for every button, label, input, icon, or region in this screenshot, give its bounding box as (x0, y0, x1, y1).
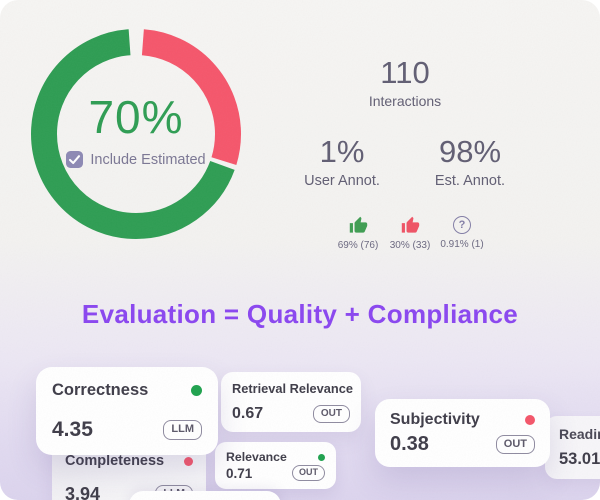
metric-value: 53.01 (559, 450, 600, 468)
metric-title: Subjectivity (390, 411, 480, 428)
donut-chart: 70% Include Estimated (28, 26, 244, 242)
metric-title: Completeness (65, 453, 165, 469)
card-value-row: 4.35 LLM (52, 418, 202, 442)
metric-card-retrieval-relevance[interactable]: Retrieval Relevance 0.67 OUT (221, 372, 361, 432)
feedback-stats: 69% (76) 30% (33) ? 0.91% (1) (336, 216, 484, 251)
user-annot-value: 1% (319, 134, 365, 169)
card-value-row: 0.67 OUT (232, 405, 350, 423)
thumbs-up-stat: 69% (76) (336, 216, 380, 251)
checkbox-checked-icon[interactable] (66, 151, 84, 168)
metric-title: Relevance (226, 450, 287, 464)
equation-text: Evaluation = Quality + Compliance (81, 299, 519, 329)
est-annot-label: Est. Annot. (434, 172, 506, 189)
metric-title: Reading (559, 426, 600, 442)
equation-banner: Evaluation = Quality + Compliance (0, 299, 600, 330)
metric-card-subjectivity[interactable]: Subjectivity 0.38 OUT (375, 399, 550, 467)
thumbs-down-count: 30% (33) (389, 240, 431, 251)
metric-value: 0.38 (390, 433, 429, 455)
metric-card-reading[interactable]: Reading 53.01 (545, 416, 600, 479)
interactions-label: Interactions (368, 92, 442, 109)
include-estimated-checkbox[interactable]: Include Estimated (66, 151, 206, 168)
metric-title: Correctness (52, 381, 149, 399)
checkbox-label: Include Estimated (90, 151, 206, 168)
est-annot-value: 98% (438, 134, 502, 169)
metric-value: 3.94 (65, 484, 101, 500)
unknown-count: 0.91% (1) (440, 239, 484, 250)
card-value-row: 53.01 (559, 450, 600, 469)
user-annot-stat: 1% User Annot. (292, 134, 392, 189)
donut-percent-value: 70% (88, 91, 184, 143)
thumb-down-icon (401, 216, 419, 233)
card-title-row: Correctness (52, 381, 202, 400)
card-title-row: Relevance (226, 450, 325, 464)
source-badge: OUT (312, 405, 350, 423)
status-dot-red (525, 415, 535, 425)
card-title-row: Subjectivity (390, 411, 535, 429)
status-dot-red (184, 456, 193, 466)
source-badge: LLM (163, 420, 202, 440)
status-dot-green (191, 385, 202, 396)
metric-card-correctness[interactable]: Correctness 4.35 LLM (36, 367, 218, 455)
card-title-row: Completeness (65, 453, 193, 469)
metric-value: 4.35 (52, 418, 93, 441)
annotation-stats: 1% User Annot. 98% Est. Annot. (292, 134, 520, 189)
thumbs-down-stat: 30% (33) (388, 216, 432, 251)
status-dot-green (318, 453, 325, 461)
metric-card-relevance[interactable]: Relevance 0.71 OUT (215, 442, 336, 489)
est-annot-stat: 98% Est. Annot. (420, 134, 520, 189)
unknown-feedback-stat: ? 0.91% (1) (440, 216, 484, 251)
user-annot-label: User Annot. (304, 172, 380, 189)
card-title-row: Reading (559, 426, 600, 442)
interactions-value: 110 (380, 55, 430, 90)
card-value-row: 0.71 OUT (226, 465, 325, 481)
thumbs-up-count: 69% (76) (337, 240, 379, 251)
card-title-row: Retrieval Relevance (232, 381, 353, 396)
donut-center: 70% Include Estimated (28, 26, 244, 242)
thumb-up-icon (349, 216, 367, 233)
metric-value: 0.71 (226, 465, 253, 481)
metric-title: Retrieval Relevance (232, 381, 353, 396)
card-value-row: 0.38 OUT (390, 433, 535, 456)
metric-card-partial[interactable] (129, 491, 281, 500)
question-icon: ? (453, 216, 471, 234)
source-badge: OUT (292, 465, 325, 481)
source-badge: OUT (495, 434, 535, 455)
interactions-stat: 110 Interactions (330, 55, 480, 109)
metric-value: 0.67 (232, 405, 264, 422)
